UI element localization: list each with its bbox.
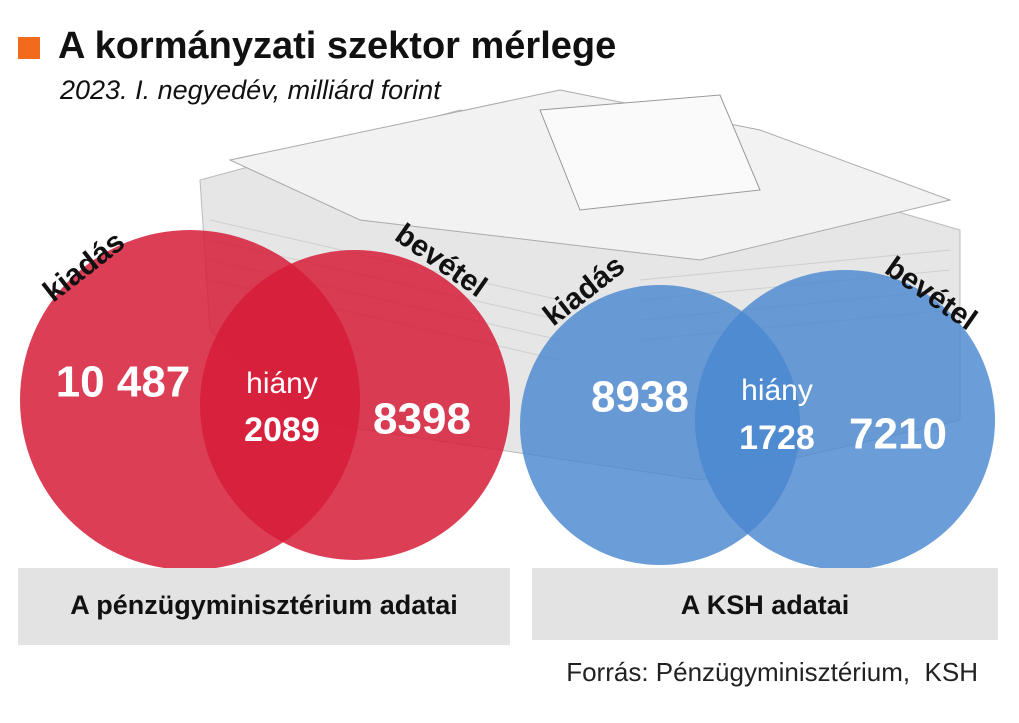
deficit-label: hiány (246, 367, 318, 400)
title-marker (18, 37, 40, 59)
deficit-label: hiány (741, 374, 813, 407)
expense-value: 10 487 (56, 358, 191, 407)
source: Forrás: Pénzügyminisztérium, KSH (566, 657, 978, 687)
deficit-value: 1728 (739, 419, 815, 457)
panel-label: A pénzügyminisztérium adatai (70, 590, 458, 620)
subtitle: 2023. I. negyedév, milliárd forint (59, 75, 442, 105)
panel-label: A KSH adatai (681, 590, 850, 620)
expense-value: 8938 (591, 373, 689, 422)
deficit-value: 2089 (244, 411, 320, 449)
revenue-circle (695, 270, 995, 570)
panel-label-box (18, 568, 510, 645)
revenue-value: 7210 (849, 410, 947, 459)
panel-label-box (532, 568, 998, 640)
title: A kormányzati szektor mérlege (58, 25, 616, 67)
revenue-circle (200, 250, 510, 560)
revenue-value: 8398 (373, 395, 471, 444)
